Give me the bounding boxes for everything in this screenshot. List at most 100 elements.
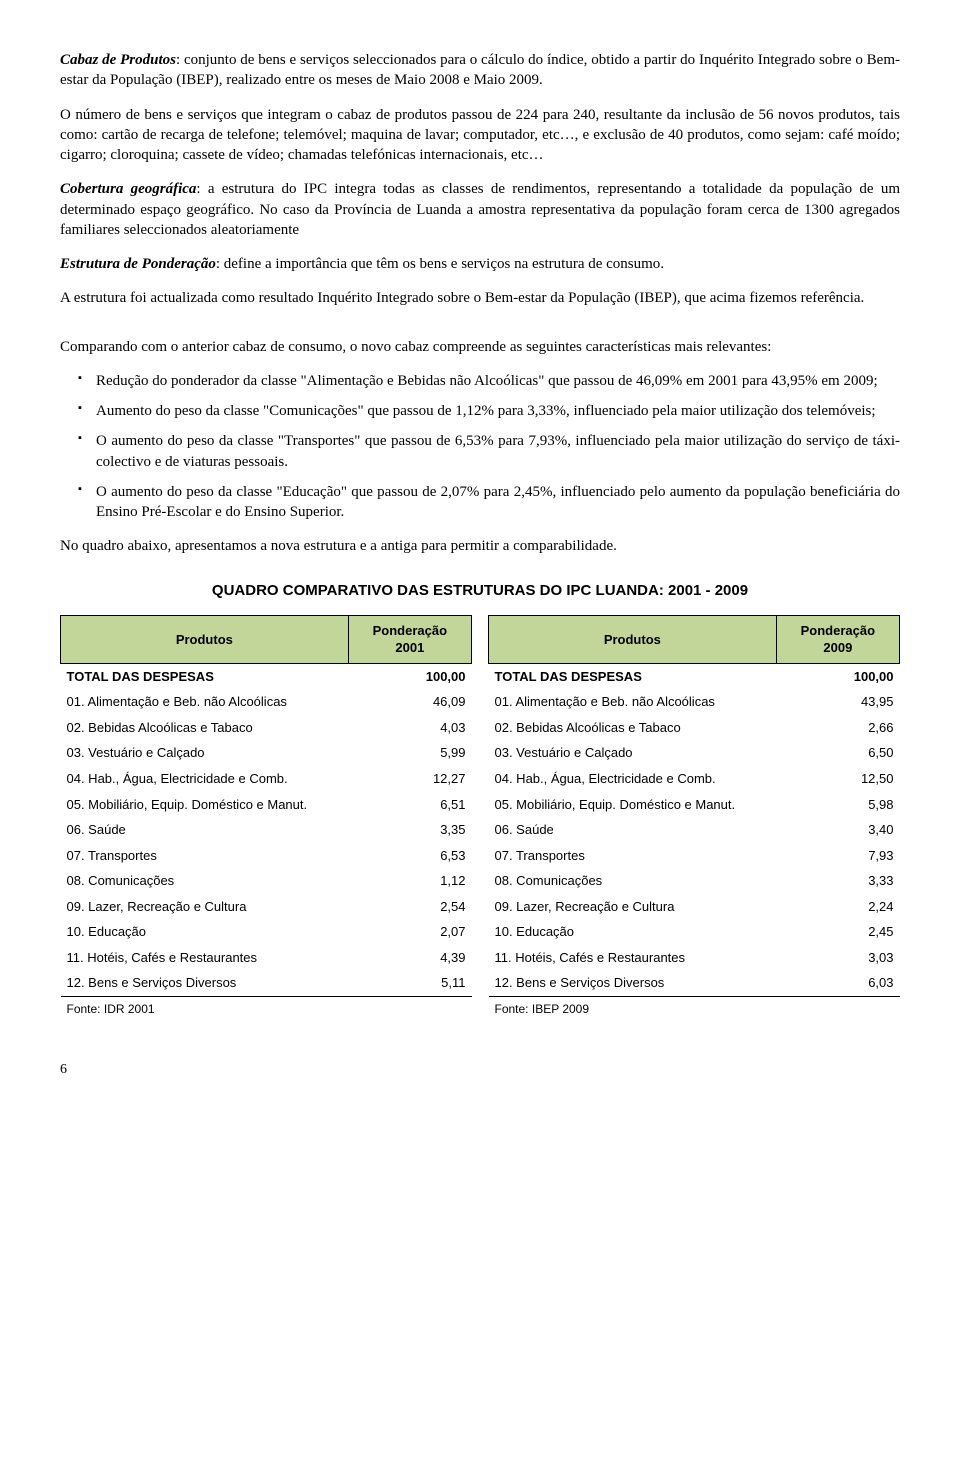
table-row: 11. Hotéis, Cafés e Restaurantes4,39 [61,945,472,971]
table-row: 01. Alimentação e Beb. não Alcoólicas43,… [489,689,900,715]
table-row: 03. Vestuário e Calçado5,99 [61,740,472,766]
cell-value: 5,98 [776,792,899,818]
table-row: 04. Hab., Água, Electricidade e Comb.12,… [61,766,472,792]
cell-value: 4,03 [348,715,471,741]
cell-category: 11. Hotéis, Cafés e Restaurantes [489,945,777,971]
bullet-item: O aumento do peso da classe "Transportes… [60,431,900,472]
cell-value: 2,07 [348,919,471,945]
cell-value: 6,50 [776,740,899,766]
cell-category: 07. Transportes [489,843,777,869]
cell-value: 4,39 [348,945,471,971]
table-row: 11. Hotéis, Cafés e Restaurantes3,03 [489,945,900,971]
table-row: 02. Bebidas Alcoólicas e Tabaco4,03 [61,715,472,741]
cell-category: 02. Bebidas Alcoólicas e Tabaco [61,715,349,741]
table-2001: Produtos Ponderação 2001 TOTAL DAS DESPE… [60,615,472,1021]
cell-category: 04. Hab., Água, Electricidade e Comb. [489,766,777,792]
bullet-item: Redução do ponderador da classe "Aliment… [60,371,900,391]
cell-source: Fonte: IBEP 2009 [489,996,900,1021]
table-row: 10. Educação2,45 [489,919,900,945]
cell-total-label: TOTAL DAS DESPESAS [61,663,349,689]
table-row: 07. Transportes6,53 [61,843,472,869]
paragraph-comparando: Comparando com o anterior cabaz de consu… [60,337,900,357]
table-row: 03. Vestuário e Calçado6,50 [489,740,900,766]
cell-category: 12. Bens e Serviços Diversos [489,970,777,996]
cell-value: 7,93 [776,843,899,869]
table-row: 04. Hab., Água, Electricidade e Comb.12,… [489,766,900,792]
tables-container: Produtos Ponderação 2001 TOTAL DAS DESPE… [60,615,900,1021]
cell-category: 11. Hotéis, Cafés e Restaurantes [61,945,349,971]
cell-value: 6,53 [348,843,471,869]
paragraph-cobertura: Cobertura geográfica: a estrutura do IPC… [60,179,900,240]
paragraph-actualizada: A estrutura foi actualizada como resulta… [60,288,900,308]
table-row: 09. Lazer, Recreação e Cultura2,54 [61,894,472,920]
table-2009: Produtos Ponderação 2009 TOTAL DAS DESPE… [488,615,900,1021]
table-row: 06. Saúde3,35 [61,817,472,843]
table-row: 07. Transportes7,93 [489,843,900,869]
cell-category: 09. Lazer, Recreação e Cultura [489,894,777,920]
cell-value: 6,51 [348,792,471,818]
cell-category: 03. Vestuário e Calçado [489,740,777,766]
cell-category: 01. Alimentação e Beb. não Alcoólicas [61,689,349,715]
cell-total-value: 100,00 [348,663,471,689]
cell-value: 6,03 [776,970,899,996]
cell-category: 02. Bebidas Alcoólicas e Tabaco [489,715,777,741]
cell-value: 3,03 [776,945,899,971]
label-cabaz: Cabaz de Produtos [60,52,176,68]
th-ponderacao-2009: Ponderação 2009 [776,615,899,663]
cell-total-label: TOTAL DAS DESPESAS [489,663,777,689]
cell-total-value: 100,00 [776,663,899,689]
cell-category: 06. Saúde [61,817,349,843]
cell-value: 46,09 [348,689,471,715]
cell-value: 2,24 [776,894,899,920]
row-total: TOTAL DAS DESPESAS 100,00 [489,663,900,689]
cell-category: 07. Transportes [61,843,349,869]
cell-category: 06. Saúde [489,817,777,843]
table-row: 09. Lazer, Recreação e Cultura2,24 [489,894,900,920]
cell-category: 05. Mobiliário, Equip. Doméstico e Manut… [489,792,777,818]
table-row: 12. Bens e Serviços Diversos6,03 [489,970,900,996]
cell-value: 5,11 [348,970,471,996]
label-cobertura: Cobertura geográfica [60,181,196,197]
row-source: Fonte: IBEP 2009 [489,996,900,1021]
cell-value: 2,45 [776,919,899,945]
cell-category: 08. Comunicações [61,868,349,894]
cell-value: 1,12 [348,868,471,894]
cell-category: 10. Educação [489,919,777,945]
table-row: 08. Comunicações1,12 [61,868,472,894]
table-row: 05. Mobiliário, Equip. Doméstico e Manut… [61,792,472,818]
table-row: 12. Bens e Serviços Diversos5,11 [61,970,472,996]
table-row: 05. Mobiliário, Equip. Doméstico e Manut… [489,792,900,818]
cell-category: 04. Hab., Água, Electricidade e Comb. [61,766,349,792]
th-ponderacao-2001: Ponderação 2001 [348,615,471,663]
table-row: 08. Comunicações3,33 [489,868,900,894]
row-source: Fonte: IDR 2001 [61,996,472,1021]
cell-value: 2,54 [348,894,471,920]
cell-value: 12,50 [776,766,899,792]
cell-category: 12. Bens e Serviços Diversos [61,970,349,996]
cell-category: 03. Vestuário e Calçado [61,740,349,766]
cell-category: 10. Educação [61,919,349,945]
table-title: QUADRO COMPARATIVO DAS ESTRUTURAS DO IPC… [60,581,900,601]
label-estrutura: Estrutura de Ponderação [60,256,216,272]
cell-source: Fonte: IDR 2001 [61,996,472,1021]
cell-category: 09. Lazer, Recreação e Cultura [61,894,349,920]
th-produtos: Produtos [489,615,777,663]
cell-category: 08. Comunicações [489,868,777,894]
cell-value: 43,95 [776,689,899,715]
paragraph-cabaz: Cabaz de Produtos: conjunto de bens e se… [60,50,900,91]
text-estrutura: : define a importância que têm os bens e… [216,256,664,272]
th-produtos: Produtos [61,615,349,663]
page-number: 6 [60,1061,900,1080]
row-total: TOTAL DAS DESPESAS 100,00 [61,663,472,689]
cell-value: 12,27 [348,766,471,792]
table-row: 06. Saúde3,40 [489,817,900,843]
cell-value: 3,35 [348,817,471,843]
paragraph-quadro: No quadro abaixo, apresentamos a nova es… [60,536,900,556]
paragraph-numero-bens: O número de bens e serviços que integram… [60,105,900,166]
bullet-item: O aumento do peso da classe "Educação" q… [60,482,900,523]
bullet-item: Aumento do peso da classe "Comunicações"… [60,401,900,421]
cell-value: 3,33 [776,868,899,894]
cell-value: 3,40 [776,817,899,843]
table-row: 10. Educação2,07 [61,919,472,945]
paragraph-estrutura: Estrutura de Ponderação: define a import… [60,254,900,274]
